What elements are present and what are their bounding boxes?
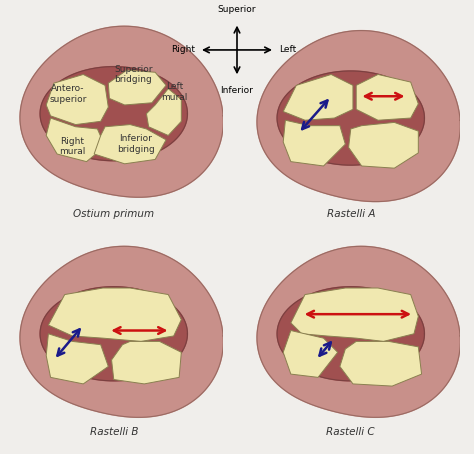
Polygon shape (48, 288, 182, 341)
Text: Inferior
bridging: Inferior bridging (117, 134, 155, 154)
Text: Right
mural: Right mural (59, 137, 85, 156)
Polygon shape (46, 74, 109, 124)
Polygon shape (291, 288, 419, 341)
Polygon shape (109, 70, 166, 105)
Text: Left: Left (279, 45, 296, 54)
Text: Rastelli A: Rastelli A (327, 209, 375, 219)
Polygon shape (40, 287, 187, 381)
Polygon shape (277, 287, 424, 381)
Polygon shape (46, 118, 105, 162)
Polygon shape (340, 341, 421, 386)
Polygon shape (283, 331, 337, 377)
Text: Antero-
superior: Antero- superior (49, 84, 87, 104)
Polygon shape (257, 30, 460, 202)
Text: Inferior: Inferior (220, 86, 254, 95)
Text: Left
mural: Left mural (162, 82, 188, 102)
Polygon shape (146, 89, 182, 135)
Polygon shape (283, 120, 346, 166)
Polygon shape (111, 341, 182, 384)
Polygon shape (277, 71, 424, 165)
Polygon shape (46, 334, 109, 384)
Polygon shape (94, 124, 166, 164)
Polygon shape (356, 74, 419, 120)
Text: Superior
bridging: Superior bridging (114, 65, 153, 84)
Polygon shape (20, 26, 223, 197)
Polygon shape (257, 247, 460, 417)
Text: Rastelli C: Rastelli C (327, 427, 375, 437)
Polygon shape (283, 74, 353, 120)
Polygon shape (20, 247, 223, 417)
Text: Rastelli B: Rastelli B (90, 427, 138, 437)
Polygon shape (348, 123, 419, 168)
Text: Ostium primum: Ostium primum (73, 209, 155, 219)
Polygon shape (40, 67, 187, 161)
Text: Right: Right (171, 45, 195, 54)
Text: Superior: Superior (218, 5, 256, 14)
